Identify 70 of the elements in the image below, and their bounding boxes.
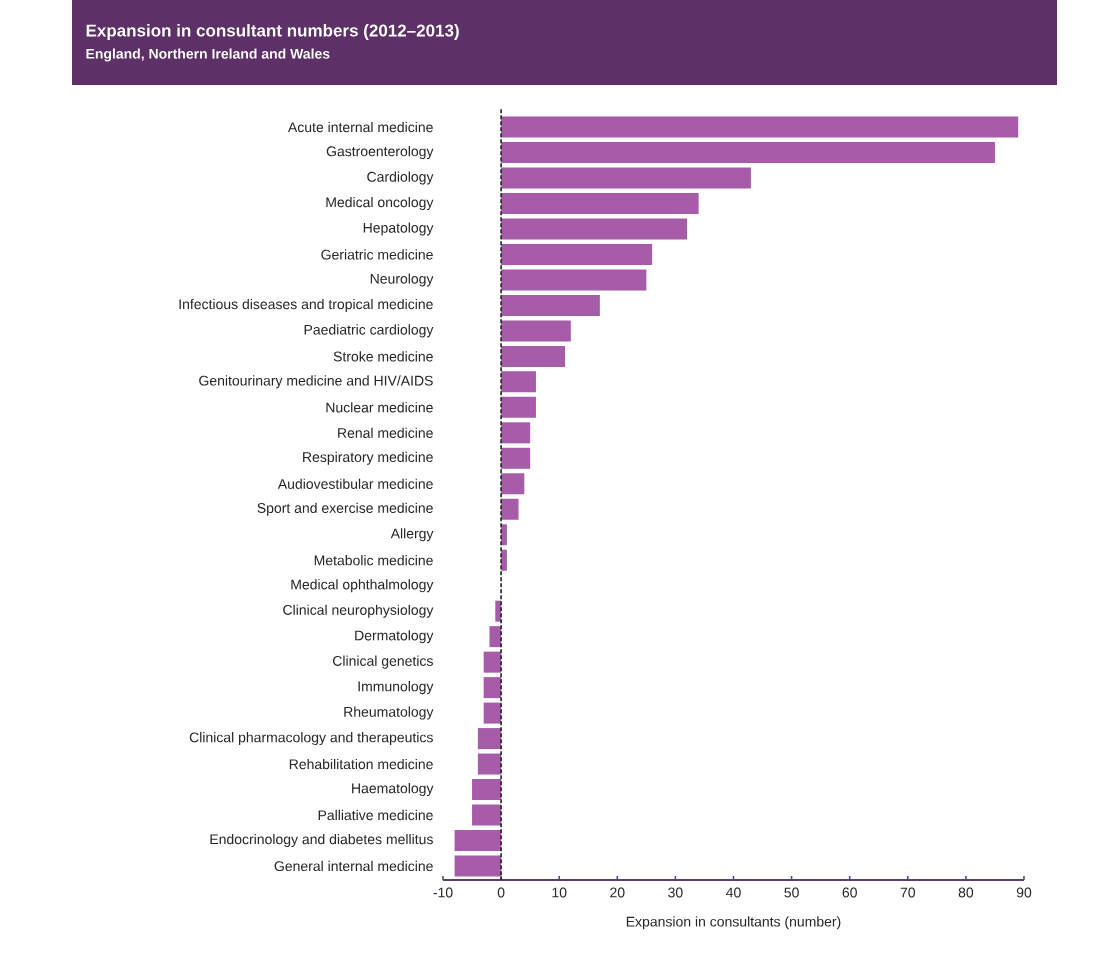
y-tick-label: Palliative medicine bbox=[318, 809, 433, 821]
y-tick-label: Renal medicine bbox=[338, 427, 433, 438]
text: Expansion in consultant numbers (2012–2013) bbox=[86, 24, 459, 40]
y-tick-label: Nuclear medicine bbox=[326, 402, 433, 413]
bar bbox=[501, 142, 995, 164]
y-tick-label: Sport and exercise medicine bbox=[257, 502, 433, 516]
x-tick-label: 90 bbox=[1016, 887, 1032, 898]
x-tick-label: 20 bbox=[610, 887, 625, 898]
bar bbox=[472, 804, 502, 826]
x-tick-label: 80 bbox=[958, 887, 974, 898]
y-tick-label: Rehabilitation medicine bbox=[289, 758, 433, 770]
text: England, Northern Ireland and Wales bbox=[86, 48, 330, 62]
y-tick-label: Audiovestibular medicine bbox=[277, 478, 433, 489]
bar bbox=[501, 294, 600, 316]
bar bbox=[501, 167, 751, 189]
x-tick-label: 30 bbox=[668, 887, 683, 898]
y-tick-label: Cardiology bbox=[367, 171, 434, 185]
y-tick-label: Allergy bbox=[390, 528, 434, 542]
y-tick-label: Clinical neurophysiology bbox=[283, 604, 434, 618]
y-tick-label: Genitourinary medicine and HIV/AIDS bbox=[199, 375, 433, 389]
bar bbox=[501, 320, 571, 342]
y-tick-label: Clinical pharmacology and therapeutics bbox=[189, 732, 433, 746]
y-tick-label: Medical oncology bbox=[326, 196, 434, 211]
bar bbox=[501, 218, 688, 240]
bar bbox=[472, 779, 502, 801]
x-tick-label: 70 bbox=[900, 887, 916, 898]
bar bbox=[501, 473, 525, 495]
y-tick-label: Hepatology bbox=[363, 222, 434, 236]
y-tick-label: Infectious diseases and tropical medicine bbox=[179, 298, 433, 312]
y-tick-label: Clinical genetics bbox=[333, 655, 433, 669]
y-tick-label: General internal medicine bbox=[274, 860, 433, 872]
x-tick-label: 10 bbox=[552, 887, 567, 898]
x-tick-label: 50 bbox=[784, 887, 799, 898]
y-tick-label: Neurology bbox=[370, 273, 434, 287]
bar bbox=[501, 422, 531, 444]
bar bbox=[477, 728, 502, 750]
bar bbox=[454, 829, 502, 851]
bar bbox=[501, 345, 565, 367]
y-tick-label: Acute internal medicine bbox=[287, 121, 433, 133]
y-tick-label: Stroke medicine bbox=[333, 351, 433, 362]
x-axis-title: Expansion in consultants (number) bbox=[626, 916, 841, 930]
bar bbox=[489, 626, 502, 648]
x-tick-label: 0 bbox=[497, 887, 505, 898]
y-tick-label: Paediatric cardiology bbox=[304, 324, 434, 338]
bar bbox=[501, 116, 1019, 138]
x-tick-label: 40 bbox=[726, 887, 741, 898]
y-tick-label: Immunology bbox=[358, 681, 434, 695]
bar bbox=[501, 447, 531, 469]
bar bbox=[483, 651, 502, 673]
bar bbox=[501, 498, 519, 520]
y-tick-label: Geriatric medicine bbox=[321, 249, 433, 260]
y-tick-label: Metabolic medicine bbox=[314, 555, 433, 566]
y-tick-label: Dermatology bbox=[355, 630, 434, 644]
x-tick-label: 60 bbox=[842, 887, 857, 898]
y-tick-label: Endocrinology and diabetes mellitus bbox=[210, 833, 433, 848]
bar bbox=[454, 855, 502, 877]
bar bbox=[501, 243, 653, 265]
bar bbox=[501, 192, 699, 214]
bar bbox=[501, 269, 647, 291]
y-tick-label: Medical ophthalmology bbox=[291, 579, 434, 593]
y-tick-label: Respiratory medicine bbox=[303, 451, 433, 465]
x-tick-label: -10 bbox=[433, 887, 453, 898]
y-tick-label: Gastroenterology bbox=[326, 146, 434, 160]
y-tick-label: Rheumatology bbox=[344, 706, 434, 720]
bar bbox=[483, 702, 502, 724]
bar bbox=[483, 677, 502, 699]
y-tick-label: Haematology bbox=[352, 783, 434, 797]
bar bbox=[501, 396, 536, 418]
bar bbox=[501, 371, 536, 393]
bar bbox=[477, 753, 502, 775]
